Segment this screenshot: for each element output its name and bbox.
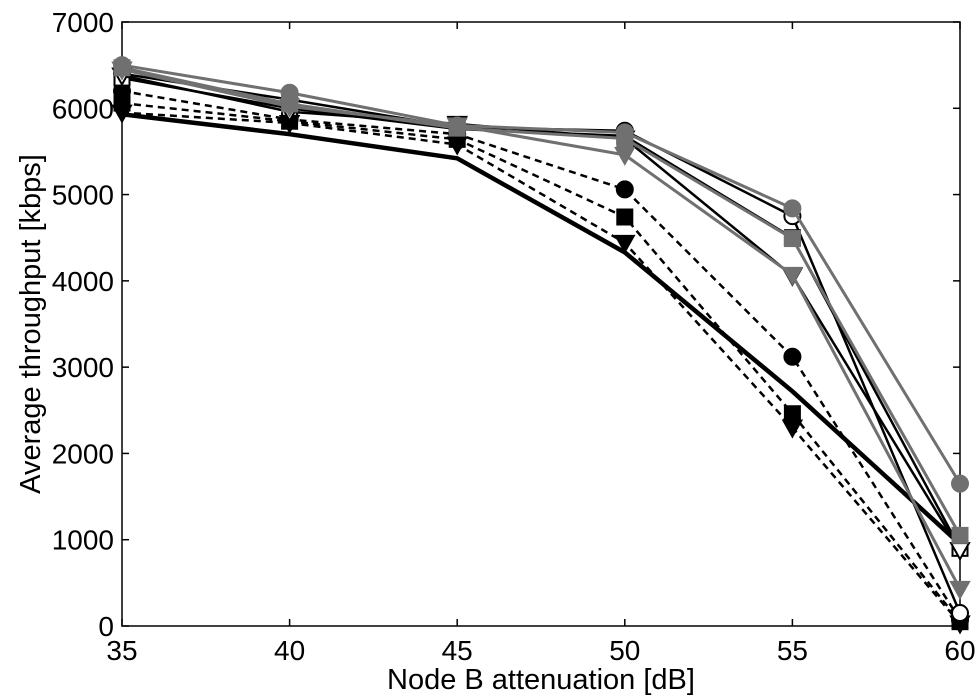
- data-point: [446, 136, 468, 156]
- y-tick-label: 3000: [52, 352, 114, 383]
- data-point: [783, 405, 801, 423]
- series-line: [121, 67, 962, 590]
- y-axis: 0 1000 2000 3000 4000 5000 6000 7000: [52, 7, 960, 642]
- series-line: [121, 111, 961, 625]
- series-layer: [111, 56, 971, 635]
- x-tick-label: 45: [442, 635, 473, 666]
- data-point: [446, 117, 468, 137]
- y-tick-label: 0: [98, 611, 114, 642]
- data-point: [781, 266, 804, 286]
- series-1: [121, 112, 962, 546]
- x-tick-label: 40: [274, 635, 305, 666]
- y-tick-label: 7000: [52, 7, 114, 38]
- series-line: [121, 112, 962, 546]
- series-line: [121, 74, 962, 551]
- y-tick-label: 5000: [52, 180, 114, 211]
- data-point: [949, 580, 971, 600]
- data-point: [783, 199, 802, 218]
- data-point: [111, 61, 133, 81]
- series-line: [121, 63, 962, 485]
- data-point: [783, 347, 802, 366]
- series-line: [121, 66, 962, 537]
- series-line: [121, 89, 962, 621]
- x-tick-label: 60: [944, 635, 975, 666]
- plot-area: [121, 21, 961, 627]
- x-axis-label: Node B attenuation [dB]: [387, 664, 695, 696]
- data-point: [111, 104, 133, 124]
- data-point: [951, 604, 969, 623]
- y-tick-label: 4000: [52, 266, 114, 297]
- data-point: [616, 208, 634, 226]
- y-tick-label: 1000: [52, 525, 114, 556]
- data-point: [615, 180, 634, 199]
- data-point: [951, 474, 969, 493]
- series-10: [111, 61, 971, 600]
- x-axis: 35 40 45 50 55 60: [106, 22, 976, 666]
- y-axis-label: Average throughput [kbps]: [15, 154, 47, 494]
- x-tick-label: 55: [777, 635, 808, 666]
- data-point: [951, 526, 969, 544]
- data-point: [614, 146, 636, 166]
- data-point: [781, 419, 804, 439]
- y-tick-label: 6000: [52, 93, 114, 124]
- x-tick-label: 50: [609, 635, 640, 666]
- x-tick-label: 35: [106, 635, 137, 666]
- data-point: [783, 230, 801, 248]
- y-tick-label: 2000: [52, 438, 114, 469]
- data-point: [614, 234, 636, 254]
- data-point: [616, 129, 634, 147]
- data-point: [278, 98, 301, 118]
